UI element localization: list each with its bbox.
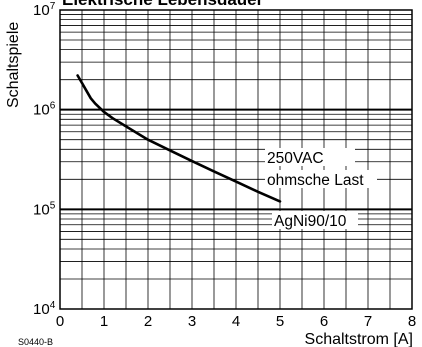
y-axis-label: Schaltspiele <box>5 22 22 108</box>
minor-gridlines <box>60 10 412 309</box>
x-tick-label: 6 <box>320 313 328 330</box>
y-tick-labels: 104 105 106 107 <box>33 1 56 318</box>
annotation-load: ohmsche Last <box>267 172 364 189</box>
x-tick-label: 4 <box>232 313 240 330</box>
x-tick-label: 1 <box>100 313 108 330</box>
x-tick-label: 0 <box>56 313 64 330</box>
major-gridlines <box>60 108 412 211</box>
x-tick-label: 2 <box>144 313 152 330</box>
y-tick-label: 106 <box>33 101 56 119</box>
annotation-material: AgNi90/10 <box>274 213 347 230</box>
y-tick-label: 107 <box>33 1 56 19</box>
annotation-voltage: 250VAC <box>267 150 324 167</box>
x-tick-label: 3 <box>188 313 196 330</box>
series-line-lifetime <box>76 74 282 203</box>
x-tick-label: 8 <box>408 313 416 330</box>
plot-frame <box>59 9 413 310</box>
x-tick-label: 5 <box>276 313 284 330</box>
x-axis-label: Schaltstrom [A] <box>305 331 413 347</box>
y-tick-label: 105 <box>33 200 56 218</box>
chart-title: Elektrische Lebensdauer <box>62 0 264 9</box>
annotations: 250VAC ohmsche Last AgNi90/10 <box>265 148 377 230</box>
figure-code: S0440-B <box>18 337 53 347</box>
x-tick-label: 7 <box>364 313 372 330</box>
y-tick-label: 104 <box>33 300 56 318</box>
x-tick-labels: 0 1 2 3 4 5 6 7 8 <box>56 313 416 330</box>
